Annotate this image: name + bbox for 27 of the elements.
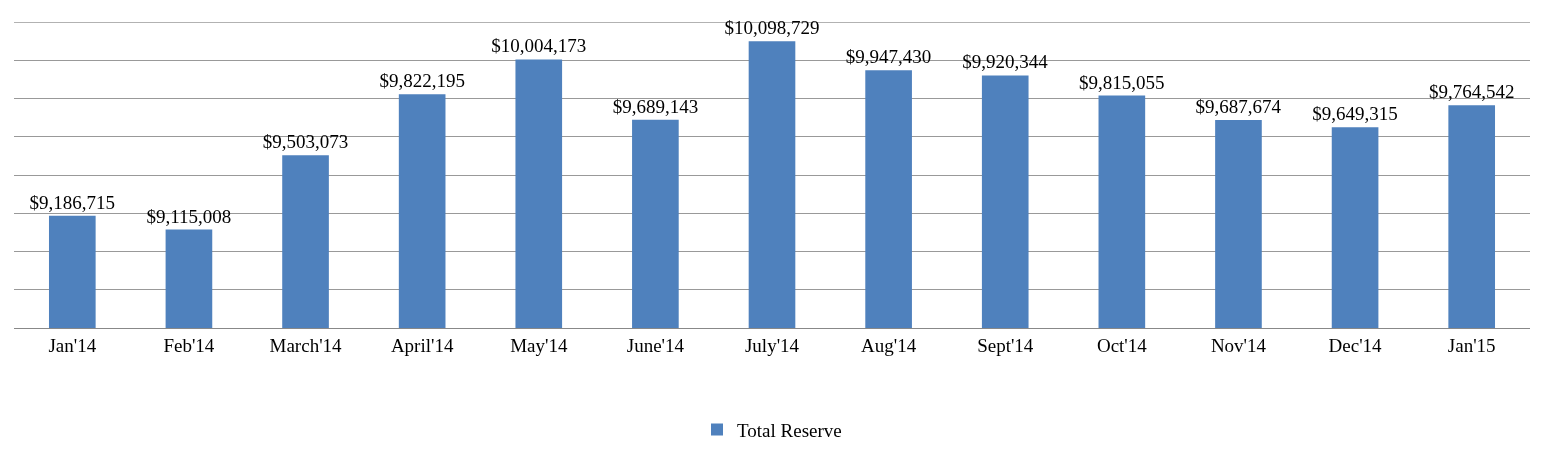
x-tick-label: Jan'14	[48, 334, 97, 356]
x-tick-label: Oct'14	[1096, 334, 1148, 356]
data-label: $9,947,430	[845, 46, 932, 68]
legend-label: Total Reserve	[737, 419, 842, 441]
x-tick-label: April'14	[390, 334, 454, 356]
x-tick-label: May'14	[510, 334, 568, 356]
data-label: $9,764,542	[1428, 81, 1515, 103]
x-tick-label: Nov'14	[1210, 334, 1267, 356]
x-tick-label: Jan'15	[1447, 334, 1496, 356]
data-label: $9,815,055	[1079, 71, 1165, 93]
x-tick-label: Sept'14	[977, 334, 1034, 356]
data-label: $9,689,143	[612, 95, 699, 117]
data-label: $9,920,344	[962, 51, 1049, 73]
x-tick-label: Feb'14	[163, 334, 215, 356]
data-label: $9,649,315	[1312, 103, 1398, 125]
data-label: $9,822,195	[379, 70, 465, 92]
x-tick-label: Dec'14	[1328, 334, 1383, 356]
data-label: $10,004,173	[491, 35, 587, 57]
data-label: $9,186,715	[29, 191, 116, 213]
x-tick-label: March'14	[269, 334, 343, 356]
data-label: $10,098,729	[724, 17, 820, 39]
data-label: $9,687,674	[1195, 95, 1282, 117]
x-tick-label: June'14	[626, 334, 685, 356]
x-tick-label: Aug'14	[861, 334, 917, 356]
x-tick-label: July'14	[744, 334, 800, 356]
data-label: $9,115,008	[146, 205, 232, 227]
data-label: $9,503,073	[262, 131, 349, 153]
